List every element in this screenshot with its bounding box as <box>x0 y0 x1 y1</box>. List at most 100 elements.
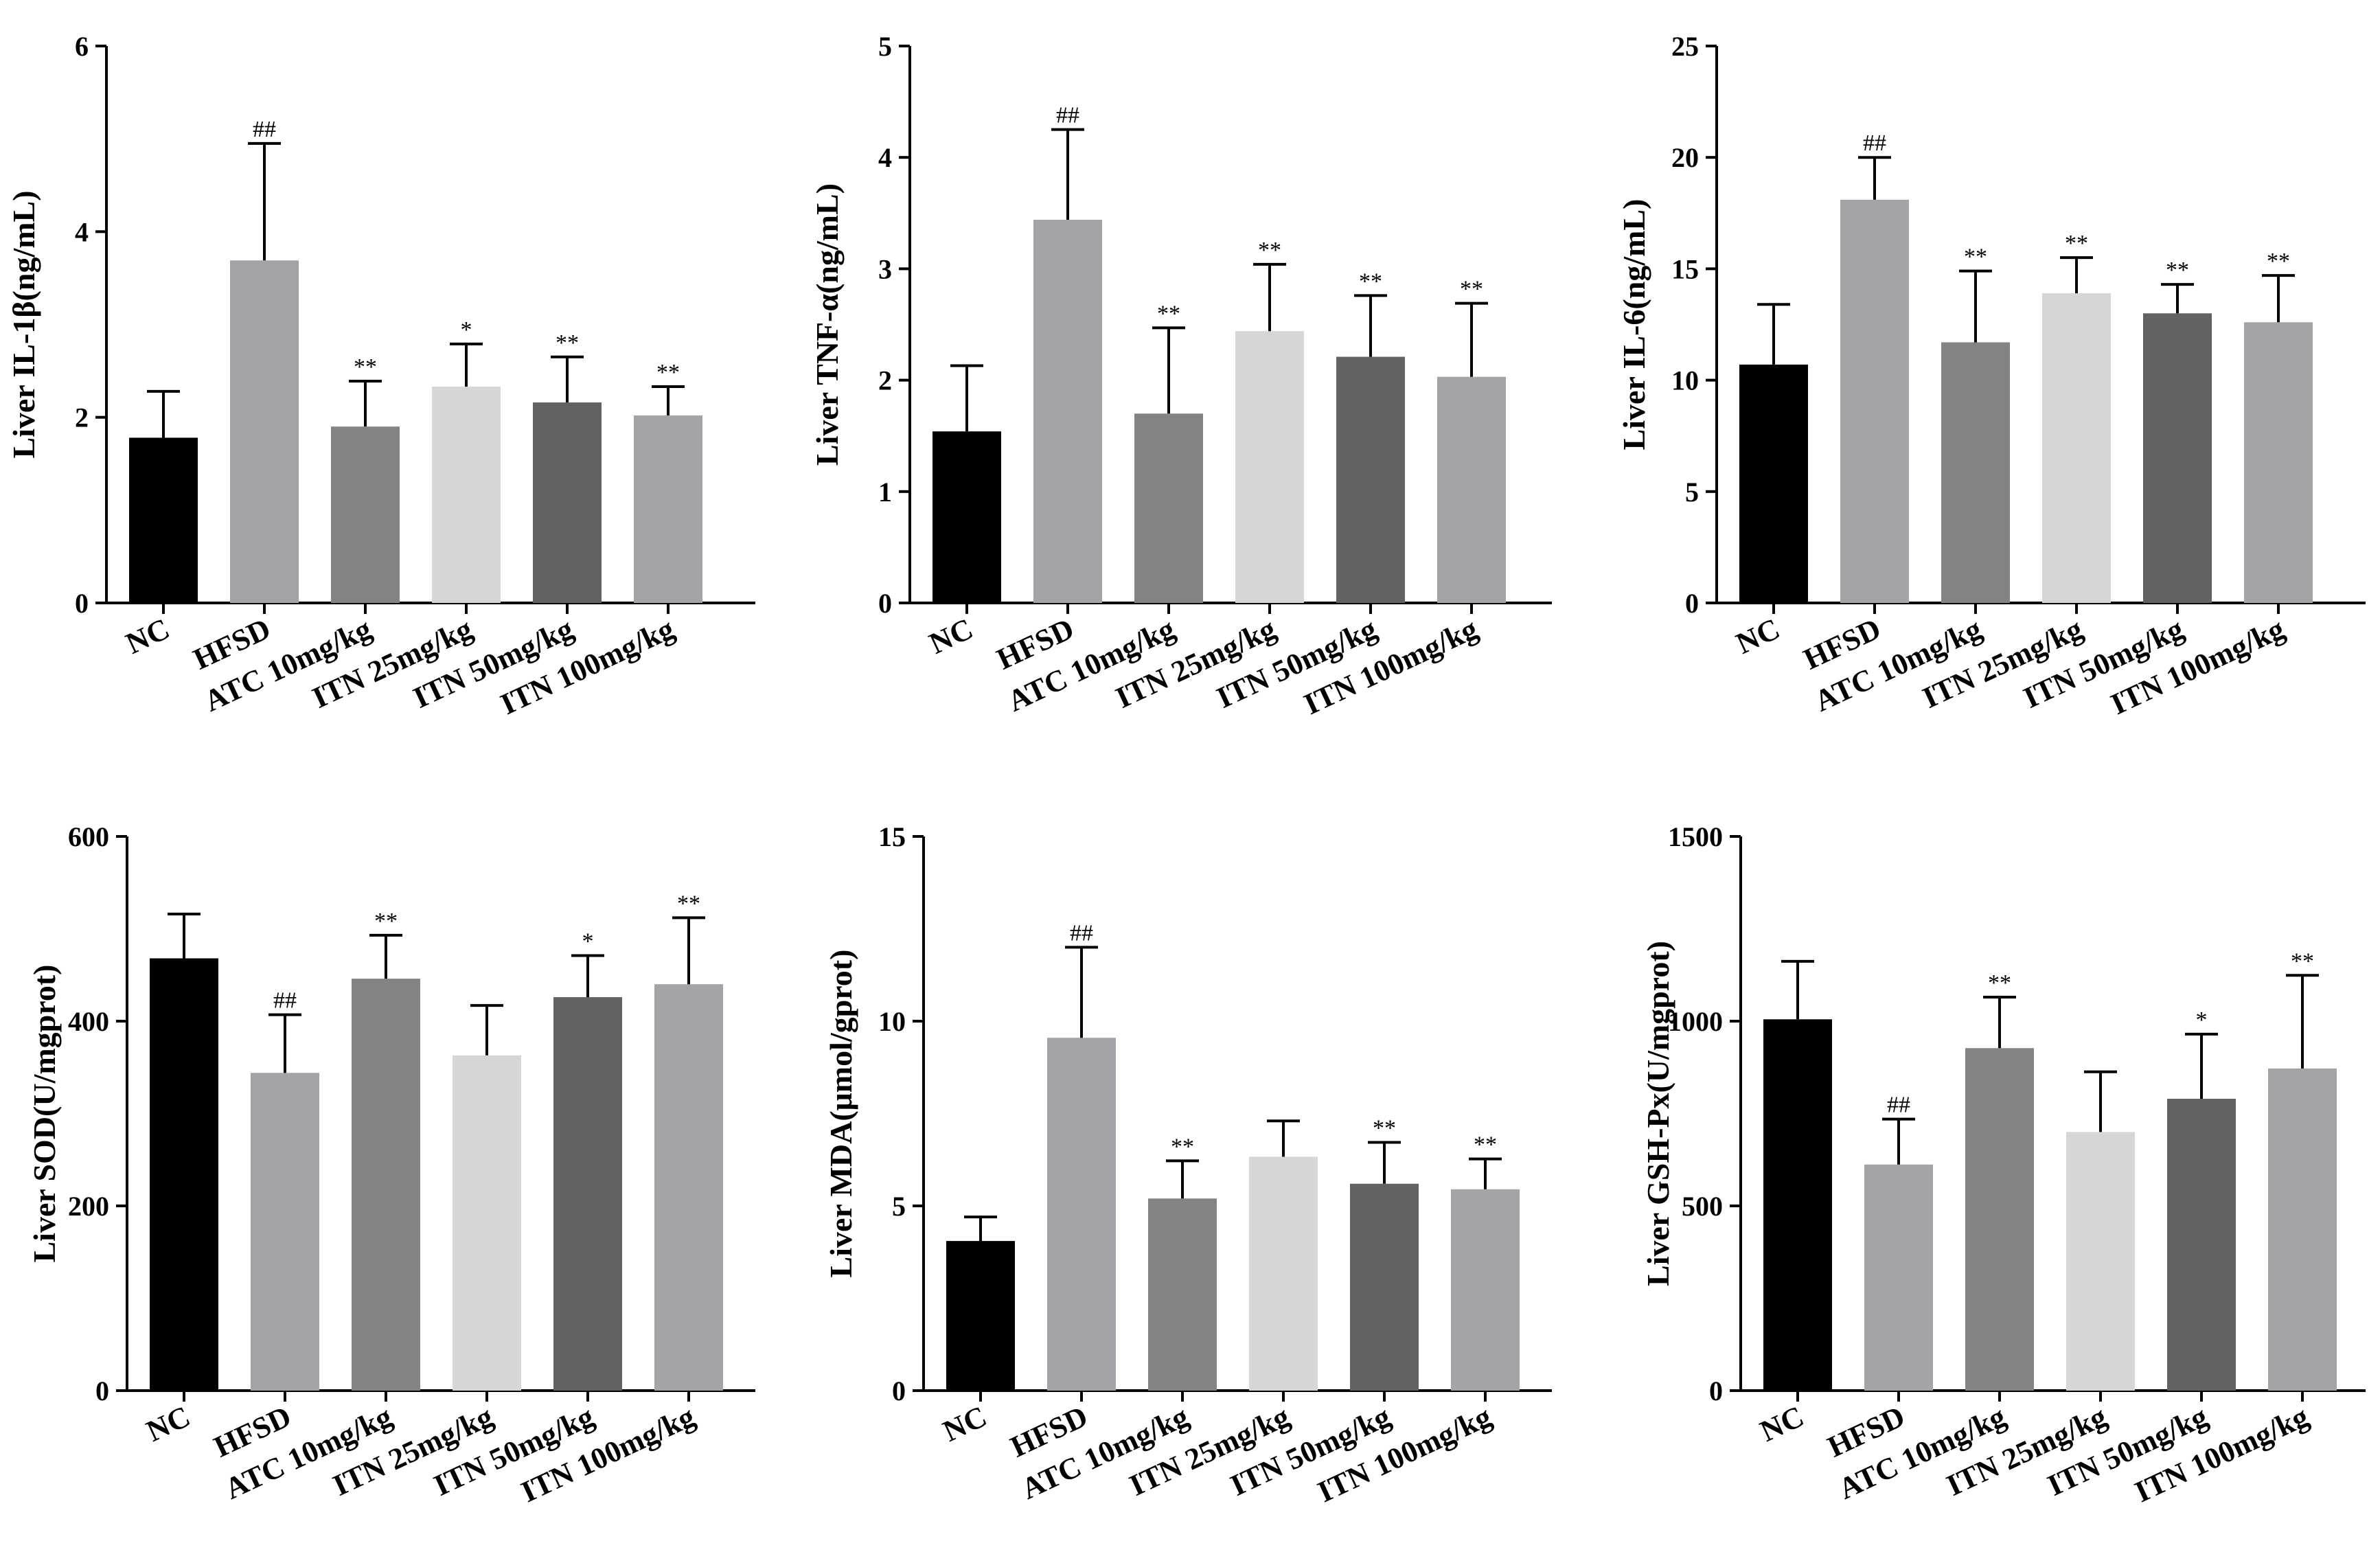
y-tick-label: 5 <box>1685 477 1699 507</box>
bar-il1b-3 <box>432 387 501 603</box>
significance-mark: ** <box>1460 277 1483 302</box>
bar-tnfa-2 <box>1134 413 1203 603</box>
significance-mark: * <box>2196 1007 2208 1033</box>
y-tick-label: 2 <box>75 402 89 433</box>
y-axis-title: Liver GSH-Px(U/mgprot) <box>1640 941 1675 1286</box>
category-label: NC <box>1731 612 1785 661</box>
y-tick-label: 500 <box>1682 1191 1723 1222</box>
significance-mark: ## <box>1070 920 1093 946</box>
significance-mark: ** <box>1359 269 1382 294</box>
significance-mark: ## <box>273 988 297 1014</box>
significance-mark: * <box>461 317 472 343</box>
y-axis-title: Liver MDA(μmol/gprot) <box>823 950 858 1278</box>
bar-gshpx-5 <box>2268 1068 2337 1391</box>
bar-mda-0 <box>946 1241 1015 1391</box>
bar-sod-4 <box>553 997 622 1391</box>
bar-tnfa-5 <box>1437 376 1506 603</box>
bar-tnfa-0 <box>932 431 1001 603</box>
bar-tnfa-3 <box>1235 331 1304 603</box>
significance-mark: ** <box>1157 301 1180 326</box>
significance-mark: ** <box>2065 231 2088 256</box>
y-tick-label: 20 <box>1671 142 1699 173</box>
category-label: NC <box>924 612 978 661</box>
significance-mark: ** <box>1373 1115 1396 1141</box>
bar-tnfa-1 <box>1033 220 1102 604</box>
significance-mark: ## <box>1887 1093 1910 1118</box>
y-tick-label: 15 <box>878 821 906 852</box>
bar-il6-2 <box>1941 342 2010 603</box>
y-tick-label: 0 <box>95 1376 109 1406</box>
significance-mark: ## <box>253 117 276 142</box>
bar-il1b-0 <box>129 437 198 603</box>
significance-mark: * <box>582 929 594 955</box>
bar-tnfa-4 <box>1336 356 1405 603</box>
bar-il1b-4 <box>533 402 602 603</box>
significance-mark: ** <box>1964 244 1987 270</box>
bar-gshpx-1 <box>1864 1164 1933 1391</box>
significance-mark: ## <box>1056 103 1079 128</box>
significance-mark: ** <box>1988 970 2011 996</box>
bar-il1b-1 <box>230 260 299 603</box>
significance-mark: ** <box>354 354 377 380</box>
bar-gshpx-2 <box>1965 1048 2034 1391</box>
bar-mda-5 <box>1451 1189 1520 1391</box>
significance-mark: ** <box>1258 238 1281 263</box>
y-tick-label: 5 <box>892 1191 906 1222</box>
significance-mark: ** <box>656 360 680 385</box>
y-tick-label: 1500 <box>1668 821 1723 852</box>
bar-il6-0 <box>1739 364 1808 603</box>
category-label: NC <box>121 612 174 661</box>
significance-mark: ** <box>677 891 700 916</box>
bar-il6-5 <box>2244 322 2313 603</box>
y-tick-label: 10 <box>878 1006 906 1037</box>
significance-mark: ** <box>2267 249 2290 274</box>
y-tick-label: 4 <box>75 216 89 247</box>
y-tick-label: 600 <box>68 821 109 852</box>
bar-sod-5 <box>654 984 723 1391</box>
y-tick-label: 1000 <box>1668 1006 1723 1037</box>
y-axis-title: Liver IL-1β(ng/mL) <box>6 190 41 458</box>
bar-il1b-2 <box>331 426 400 603</box>
significance-mark: ## <box>1863 130 1886 156</box>
y-tick-label: 6 <box>75 31 89 62</box>
bar-gshpx-3 <box>2066 1132 2135 1391</box>
y-tick-label: 0 <box>1709 1376 1723 1406</box>
y-tick-label: 10 <box>1671 365 1699 396</box>
significance-mark: ** <box>2166 258 2189 283</box>
y-tick-label: 0 <box>892 1376 906 1406</box>
bar-mda-2 <box>1148 1198 1217 1391</box>
y-tick-label: 25 <box>1671 31 1699 62</box>
y-tick-label: 200 <box>68 1191 109 1222</box>
y-tick-label: 0 <box>1685 588 1699 619</box>
category-label: NC <box>141 1400 195 1448</box>
y-tick-label: 0 <box>75 588 89 619</box>
bar-mda-4 <box>1350 1183 1419 1391</box>
bar-gshpx-0 <box>1763 1019 1832 1391</box>
significance-mark: ** <box>1474 1132 1497 1158</box>
significance-mark: ** <box>556 330 579 356</box>
bar-sod-3 <box>453 1055 521 1391</box>
bar-mda-1 <box>1047 1038 1116 1391</box>
category-label: NC <box>1755 1400 1809 1448</box>
bar-sod-0 <box>150 958 218 1391</box>
bar-mda-3 <box>1249 1156 1318 1391</box>
y-tick-label: 1 <box>878 477 892 507</box>
significance-mark: ** <box>2291 948 2314 974</box>
y-tick-label: 0 <box>878 588 892 619</box>
bar-il6-3 <box>2042 293 2111 603</box>
bar-gshpx-4 <box>2167 1098 2236 1391</box>
category-label: NC <box>938 1400 992 1448</box>
y-tick-label: 15 <box>1671 253 1699 284</box>
y-tick-label: 400 <box>68 1006 109 1037</box>
bar-il1b-5 <box>634 415 702 603</box>
y-tick-label: 2 <box>878 365 892 396</box>
y-tick-label: 4 <box>878 142 892 173</box>
significance-mark: ** <box>374 909 398 934</box>
bar-sod-1 <box>251 1073 319 1391</box>
